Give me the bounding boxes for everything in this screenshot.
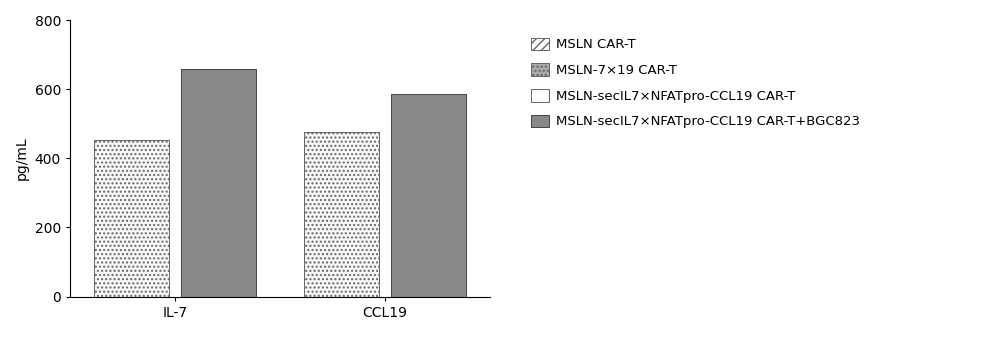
Bar	[304, 132, 379, 297]
Bar	[181, 69, 256, 297]
Bar	[391, 94, 466, 297]
Bar	[94, 141, 169, 297]
Y-axis label: pg/mL: pg/mL	[15, 136, 29, 180]
Legend: MSLN CAR-T, MSLN-7×19 CAR-T, MSLN-secIL7×NFATpro-CCL19 CAR-T, MSLN-secIL7×NFATpr: MSLN CAR-T, MSLN-7×19 CAR-T, MSLN-secIL7…	[527, 34, 864, 132]
